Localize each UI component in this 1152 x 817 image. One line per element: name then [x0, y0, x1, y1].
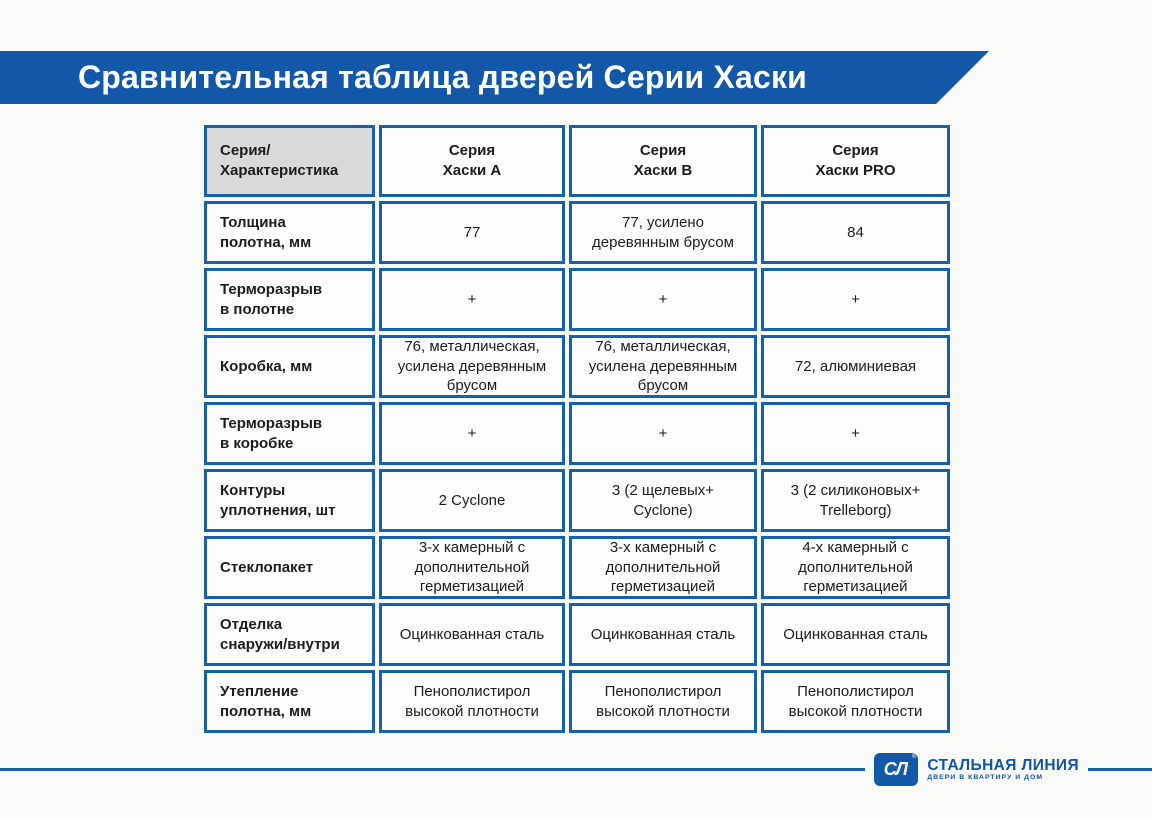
value-cell: + [379, 402, 565, 465]
logo-monogram: СЛ [883, 759, 908, 779]
page-title: Сравнительная таблица дверей Серии Хаски [78, 59, 808, 95]
row-label-finish: Отделка снаружи/внутри [204, 603, 375, 666]
row-label-thermal-break-frame: Терморазрыв в коробке [204, 402, 375, 465]
column-header-series-pro: Серия Хаски PRO [761, 125, 950, 197]
value-cell: + [569, 268, 757, 331]
column-header-series-b: Серия Хаски В [569, 125, 757, 197]
registered-trademark-icon: ® [911, 754, 917, 760]
value-cell: 76, металлическая, усилена деревянным бр… [569, 335, 757, 398]
value-cell: Оцинкованная сталь [761, 603, 950, 666]
row-label-frame: Коробка, мм [204, 335, 375, 398]
value-cell: 77 [379, 201, 565, 264]
value-cell: 84 [761, 201, 950, 264]
row-label-thermal-break-panel: Терморазрыв в полотне [204, 268, 375, 331]
value-cell: Оцинкованная сталь [569, 603, 757, 666]
footer-divider-left [0, 768, 866, 771]
value-cell: Пенополистирол высокой плотности [569, 670, 757, 733]
value-cell: + [379, 268, 565, 331]
value-cell: + [761, 402, 950, 465]
value-cell: 77, усилено деревянным брусом [569, 201, 757, 264]
footer-divider-right [1088, 768, 1152, 771]
title-banner: Сравнительная таблица дверей Серии Хаски [0, 51, 989, 104]
brand-footer: СЛ ® СТАЛЬНАЯ ЛИНИЯ ДВЕРИ В КВАРТИРУ И Д… [0, 753, 1152, 786]
brand-text-block: СТАЛЬНАЯ ЛИНИЯ ДВЕРИ В КВАРТИРУ И ДОМ [927, 757, 1079, 783]
value-cell: 3-х камерный с дополнительной герметизац… [379, 536, 565, 599]
column-header-series-a: Серия Хаски А [379, 125, 565, 197]
row-label-glazing: Стеклопакет [204, 536, 375, 599]
value-cell: 76, металлическая, усилена деревянным бр… [379, 335, 565, 398]
value-cell: + [761, 268, 950, 331]
brand-tagline: ДВЕРИ В КВАРТИРУ И ДОМ [927, 773, 1044, 781]
value-cell: 3 (2 щелевых+ Cyclone) [569, 469, 757, 532]
value-cell: + [569, 402, 757, 465]
value-cell: 3 (2 силиконовых+ Trelleborg) [761, 469, 950, 532]
row-label-insulation: Утепление полотна, мм [204, 670, 375, 733]
value-cell: 2 Cyclone [379, 469, 565, 532]
corner-header-cell: Серия/ Характеристика [204, 125, 375, 197]
value-cell: Пенополистирол высокой плотности [379, 670, 565, 733]
row-label-sealing-contours: Контуры уплотнения, шт [204, 469, 375, 532]
value-cell: 4-х камерный с дополнительной герметизац… [761, 536, 950, 599]
value-cell: 3-х камерный с дополнительной герметизац… [569, 536, 757, 599]
value-cell: Пенополистирол высокой плотности [761, 670, 950, 733]
comparison-table: Серия/ Характеристика Серия Хаски А Сери… [204, 125, 950, 733]
brand-name: СТАЛЬНАЯ ЛИНИЯ [927, 756, 1079, 774]
steel-line-logo: СЛ ® [874, 753, 919, 786]
value-cell: 72, алюминиевая [761, 335, 950, 398]
value-cell: Оцинкованная сталь [379, 603, 565, 666]
row-label-panel-thickness: Толщина полотна, мм [204, 201, 375, 264]
